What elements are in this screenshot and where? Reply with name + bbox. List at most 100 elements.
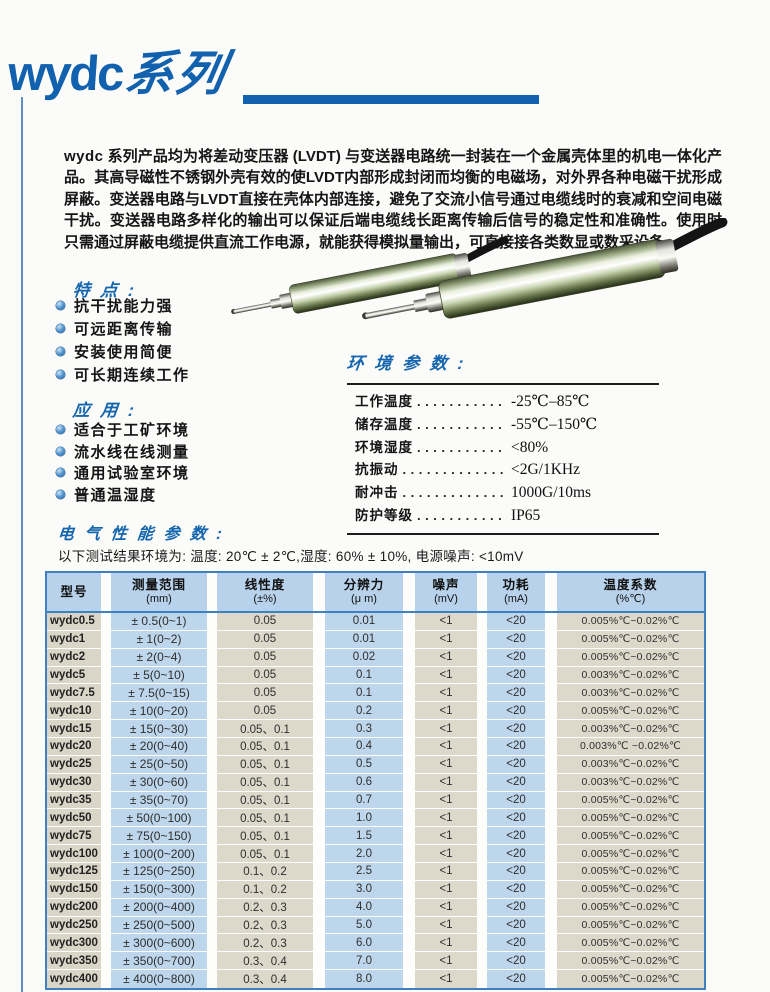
- cell-gap: [403, 809, 415, 828]
- cell-power: <20: [487, 613, 545, 631]
- cell-model: wydc50: [47, 809, 101, 828]
- lvdt-sensor-photo-large: [362, 218, 728, 320]
- cell-gap: [403, 845, 415, 864]
- header-gap: [313, 573, 325, 611]
- cell-gap: [207, 970, 217, 989]
- feature-item-label: 安装使用简便: [74, 344, 174, 361]
- cell-power: <20: [487, 898, 545, 917]
- cell-gap: [313, 970, 325, 989]
- cell-model: wydc100: [47, 845, 101, 864]
- cell-power: <20: [487, 684, 545, 703]
- cell-gap: [313, 738, 325, 756]
- cell-gap: [477, 738, 487, 756]
- cell-range: ± 15(0~30): [111, 720, 207, 739]
- cell-gap: [545, 880, 557, 899]
- cell-gap: [477, 863, 487, 881]
- cell-noise: <1: [415, 898, 477, 917]
- env-param-label: 环境湿度: [355, 439, 413, 455]
- bullet-icon: [56, 324, 65, 333]
- leader-dots: ..................: [417, 416, 507, 432]
- cell-resolution: 8.0: [325, 970, 403, 989]
- table-row: wydc250 ± 250(0~500) 0.2、0.3 5.0 <1 <20 0.005%…: [47, 916, 704, 935]
- bullet-icon: [56, 489, 65, 499]
- leader-dots: ..................: [402, 462, 508, 478]
- cell-resolution: 0.01: [325, 613, 403, 631]
- cell-power: <20: [487, 845, 545, 864]
- bullet-icon: [56, 347, 65, 356]
- cell-gap: [207, 613, 217, 631]
- table-row: wydc50 ± 50(0~100) 0.05、0.1 1.0 <1 <20 0.005%℃…: [47, 809, 704, 828]
- cell-noise: <1: [415, 738, 477, 756]
- features-list: 抗干扰能力强 可远距离传输 安装使用简便 可长期连续工作: [56, 294, 296, 386]
- cell-range: ± 125(0~250): [111, 863, 207, 881]
- header-gap: [545, 573, 557, 611]
- column-header-noise: 噪声 (mV): [415, 573, 477, 611]
- cell-resolution: 0.1: [325, 684, 403, 703]
- cell-resolution: 5.0: [325, 916, 403, 935]
- cell-gap: [403, 630, 415, 649]
- cell-gap: [545, 863, 557, 881]
- cell-range: ± 100(0~200): [111, 845, 207, 864]
- cell-gap: [403, 791, 415, 810]
- cell-gap: [101, 827, 111, 846]
- cell-power: <20: [487, 755, 545, 774]
- cell-gap: [207, 773, 217, 792]
- column-unit: (±%): [253, 592, 277, 605]
- cell-temp: 0.003%℃~0.02%℃: [557, 666, 704, 685]
- cell-linearity: 0.05、0.1: [217, 827, 313, 846]
- column-header-temp: 温度系数 (%℃): [557, 573, 704, 611]
- table-row: wydc75 ± 75(0~150) 0.05、0.1 1.5 <1 <20 0.005%℃…: [47, 827, 704, 846]
- cell-noise: <1: [415, 791, 477, 810]
- table-row: wydc150 ± 150(0~300) 0.1、0.2 3.0 <1 <20 0.005%…: [47, 880, 704, 899]
- cell-resolution: 0.3: [325, 720, 403, 739]
- cell-linearity: 0.1、0.2: [217, 880, 313, 899]
- table-header-row: 型号 测量范围 (mm) 线性度 (±%) 分辨力 (μ m) 噪声 (mV) 功耗 (mA) 温度系…: [47, 573, 704, 613]
- cell-temp: 0.005%℃~0.02%℃: [557, 630, 704, 649]
- cell-linearity: 0.2、0.3: [217, 898, 313, 917]
- cell-resolution: 1.5: [325, 827, 403, 846]
- leader-dots: ..................: [402, 485, 508, 501]
- cell-gap: [403, 934, 415, 953]
- cell-gap: [477, 898, 487, 917]
- env-param-label: 工作温度: [355, 394, 413, 409]
- cell-resolution: 0.4: [325, 738, 403, 756]
- cell-range: ± 10(0~20): [111, 702, 207, 721]
- cell-power: <20: [487, 916, 545, 935]
- cell-power: <20: [487, 791, 545, 810]
- cell-range: ± 5(0~10): [111, 666, 207, 685]
- leader-dots: ..................: [417, 439, 507, 455]
- table-body: wydc0.5 ± 0.5(0~1) 0.05 0.01 <1 <20 0.005%℃~0.…: [47, 613, 704, 989]
- cell-range: ± 75(0~150): [111, 827, 207, 846]
- cell-power: <20: [487, 648, 545, 667]
- feature-item: 抗干扰能力强: [56, 294, 296, 317]
- env-param-value: <2G/1KHz: [511, 461, 581, 479]
- application-item-label: 普通温湿度: [74, 486, 157, 504]
- cell-power: <20: [487, 827, 545, 846]
- table-row: wydc30 ± 30(0~60) 0.05、0.1 0.6 <1 <20 0.003%℃~…: [47, 773, 704, 792]
- cell-gap: [313, 827, 325, 846]
- column-unit: (mV): [434, 592, 458, 605]
- env-param-label: 防护等级: [355, 507, 413, 523]
- cell-gap: [545, 952, 557, 971]
- environment-param-box: 工作温度..................-25℃–85℃储存温度......…: [347, 383, 659, 535]
- left-margin-rule: [21, 97, 23, 992]
- cell-power: <20: [487, 720, 545, 739]
- cell-gap: [403, 613, 415, 631]
- cell-noise: <1: [415, 880, 477, 899]
- table-row: wydc1 ± 1(0~2) 0.05 0.01 <1 <20 0.005%℃~0.02%℃: [47, 630, 704, 649]
- cell-gap: [207, 827, 217, 846]
- cell-gap: [545, 613, 557, 631]
- cell-linearity: 0.05、0.1: [217, 809, 313, 828]
- cell-resolution: 0.2: [325, 702, 403, 721]
- env-param-value: -55℃–150℃: [511, 415, 598, 433]
- cell-gap: [477, 809, 487, 828]
- cell-power: <20: [487, 880, 545, 899]
- cell-noise: <1: [415, 809, 477, 828]
- table-row: wydc10 ± 10(0~20) 0.05 0.2 <1 <20 0.005%℃~0.02…: [47, 702, 704, 721]
- cell-temp: 0.003%℃~0.02%℃: [557, 684, 704, 703]
- env-param-value: -25℃–85℃: [511, 393, 590, 410]
- cell-noise: <1: [415, 863, 477, 881]
- environment-heading: 环 境 参 数 :: [345, 354, 468, 373]
- cell-gap: [477, 934, 487, 953]
- cell-gap: [477, 970, 487, 989]
